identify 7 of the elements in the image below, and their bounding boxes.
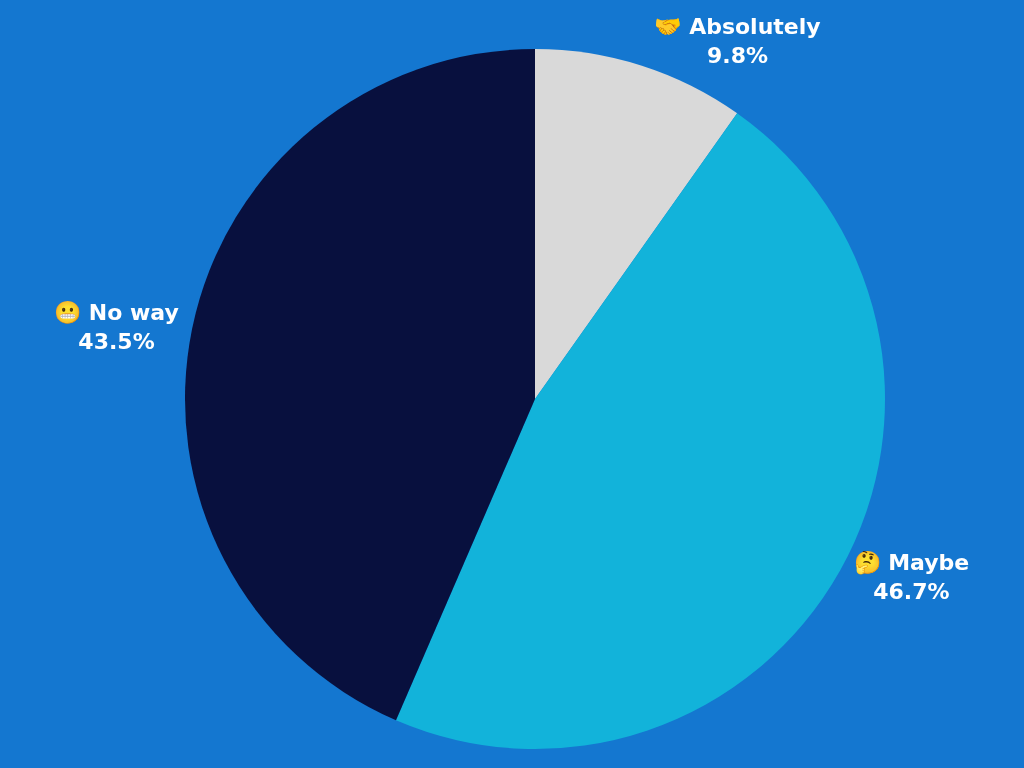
pie-slice: [185, 49, 535, 721]
data-label: 43.5%: [78, 328, 155, 354]
slice-label: 😬 No way: [54, 300, 179, 326]
slice-label: 🤔 Maybe: [853, 550, 970, 576]
data-label: 9.8%: [707, 42, 769, 68]
data-label: 46.7%: [873, 578, 950, 604]
slice-label: 🤝 Absolutely: [654, 14, 821, 40]
